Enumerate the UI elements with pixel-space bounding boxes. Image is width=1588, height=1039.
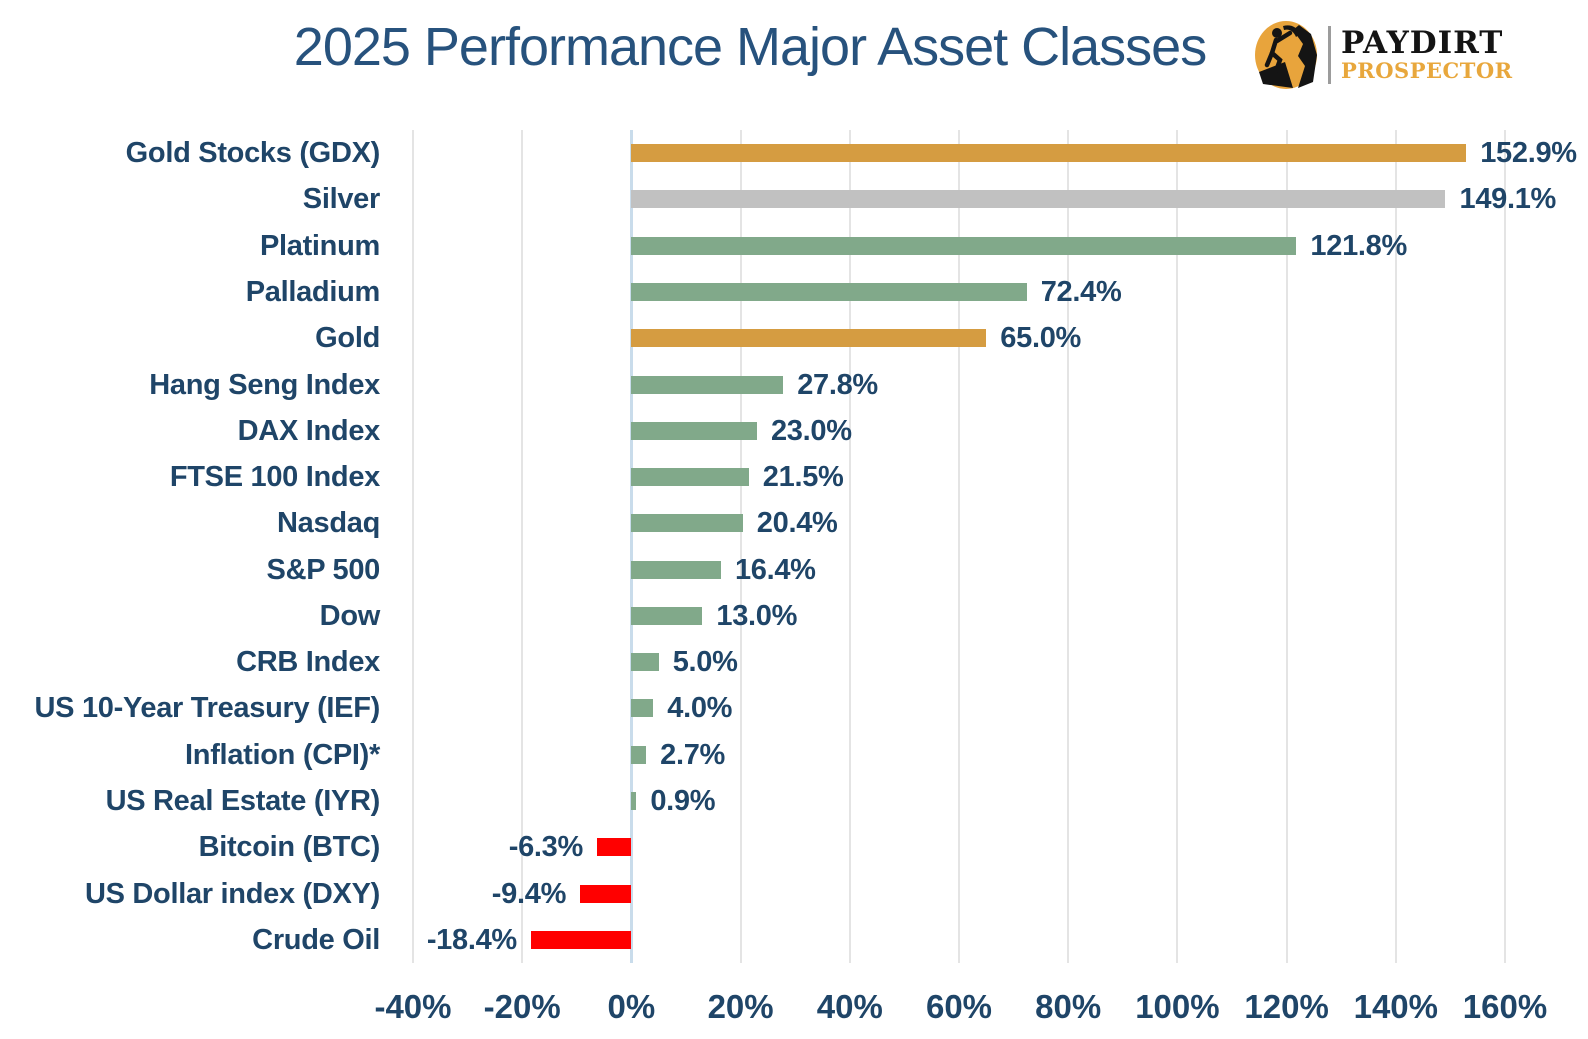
value-label: 27.8% [797,368,878,401]
x-tick-label: 60% [925,988,993,1025]
brand-name: PAYDIRT [1341,25,1504,61]
category-label: Nasdaq [277,507,380,540]
x-tick-label: 80% [1035,988,1102,1025]
value-label: 149.1% [1459,183,1557,216]
bar-green [631,792,637,811]
value-label: 13.0% [716,599,798,632]
bar-green [631,606,703,625]
category-label: FTSE 100 Index [169,461,380,494]
category-label: CRB Index [236,646,380,679]
category-label: Hang Seng Index [149,368,380,401]
x-tick-label: -40% [374,988,452,1025]
gridline [958,130,960,963]
gridline [1504,130,1506,963]
value-label: 0.9% [650,785,716,818]
gridline [521,130,524,963]
x-tick-label: -20% [483,988,561,1025]
bar-silver [631,190,1446,209]
bar-green [631,375,784,394]
zero-axis-line [629,130,633,963]
category-label: US 10-Year Treasury (IEF) [34,692,381,725]
gridline [412,130,414,963]
value-label: 152.9% [1480,137,1577,170]
value-label: 65.0% [1000,322,1082,355]
gridline [1394,130,1397,963]
value-label: 5.0% [672,646,738,679]
value-label: 121.8% [1310,229,1407,262]
logo-divider [1328,26,1331,84]
bar-green [631,514,743,533]
bar-red [580,884,632,903]
x-tick-label: 120% [1244,988,1329,1025]
bar-green [631,236,1297,255]
bar-green [631,421,757,440]
plot-area [412,130,1506,963]
bar-red [530,930,632,949]
category-label: Dow [319,599,381,632]
category-label: US Dollar index (DXY) [84,877,380,910]
chart-title: 2025 Performance Major Asset Classes [293,17,1207,77]
x-tick-label: 100% [1135,988,1220,1025]
gridline [739,130,742,963]
value-label: 72.4% [1040,275,1122,308]
bar-green [631,745,647,764]
bar-gold [631,329,987,348]
brand-logo: PAYDIRT PROSPECTOR [1253,20,1513,90]
value-label: -18.4% [426,923,517,956]
brand-subtitle: PROSPECTOR [1341,58,1513,83]
bar-red [597,838,632,857]
value-label: 16.4% [734,553,816,586]
bar-green [631,282,1027,301]
category-label: Crude Oil [252,923,380,956]
bar-gold [631,144,1467,163]
category-label: Gold Stocks (GDX) [125,137,381,170]
x-tick-label: 20% [707,988,774,1025]
category-label: Gold [315,322,380,355]
gridline [1067,130,1070,963]
value-label: 20.4% [756,507,838,540]
bar-green [631,699,654,718]
value-label: -6.3% [508,831,584,864]
x-tick-label: 40% [816,988,883,1025]
category-label: DAX Index [237,414,381,447]
x-tick-label: 140% [1353,988,1438,1025]
x-tick-label: 0% [607,988,656,1025]
bar-green [631,653,659,672]
bar-green [631,560,721,579]
category-label: Platinum [259,229,380,262]
gridline [1176,130,1179,963]
value-label: 2.7% [660,738,726,771]
category-label: Palladium [245,275,381,308]
category-label: Inflation (CPI)* [185,738,380,771]
gridline [848,130,851,963]
category-label: S&P 500 [266,553,381,586]
category-label: US Real Estate (IYR) [105,785,381,818]
category-label: Silver [302,183,381,216]
x-tick-label: 160% [1462,988,1548,1025]
gridline [1285,130,1288,963]
value-label: 4.0% [667,692,733,725]
value-label: -9.4% [491,877,567,910]
value-label: 23.0% [770,414,852,447]
bar-green [631,468,749,487]
category-label: Bitcoin (BTC) [198,831,381,864]
value-label: 21.5% [762,461,844,494]
prospector-pickaxe-badge-icon [1255,21,1317,89]
